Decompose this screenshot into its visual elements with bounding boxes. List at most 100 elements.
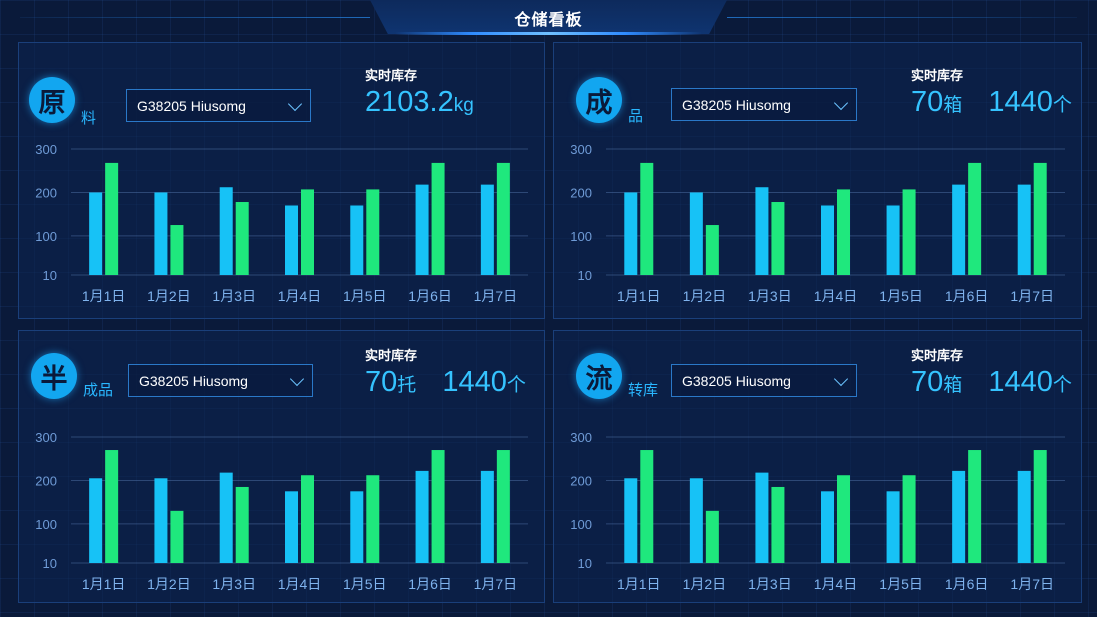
bar-series-b [235,486,249,563]
bar-series-b [968,162,982,275]
stock-label: 实时库存 [365,348,418,363]
product-select[interactable]: G38205 Hiusomg [128,364,313,397]
y-tick-label: 300 [570,142,592,157]
title-glow [395,32,702,35]
product-select[interactable]: G38205 Hiusomg [126,89,311,122]
bar-series-b [968,450,982,563]
x-tick-label: 1月1日 [617,288,661,304]
stock-label: 实时库存 [911,348,964,363]
bar-series-a [886,205,900,275]
bar-series-b [366,189,380,275]
bar-series-a [755,472,769,563]
stock-value-unit: 箱 [943,95,963,116]
bar-series-b [902,475,916,563]
bar-series-a [480,470,494,563]
product-select-value: G38205 Hiusomg [139,372,248,389]
bar-series-b [771,202,785,275]
bar-series-b [235,202,249,275]
x-tick-label: 1月4日 [814,576,858,592]
bar-series-b [705,510,719,563]
stock-value: 70箱 1440个 [911,86,1072,119]
stock-value-unit: kg [453,95,474,116]
x-tick-label: 1月3日 [212,576,256,592]
stock-value-unit: 箱 [943,375,963,396]
bar-chart-transfer: 10 100 200 300 1月1日 1月2日 1月3日 1月4日 1月5日 1月6日 1月7日 [554,423,1083,595]
badge-icon: 成 [576,77,622,123]
y-tick-label: 200 [570,473,592,488]
y-tick-label: 200 [35,185,57,200]
bar-series-a [689,192,703,275]
panel-semi-finished: 半 成品 G38205 Hiusomg 实时库存 70托 1440个 10 100… [18,330,545,603]
bar-series-b [640,450,654,563]
bar-series-b [771,486,785,563]
x-tick-label: 1月5日 [343,288,387,304]
badge-icon: 原 [29,77,75,123]
stock-value-number: 1440 [988,86,1053,118]
stock-value: 70托 1440个 [365,366,526,399]
x-tick-label: 1月3日 [212,288,256,304]
bar-series-b [431,450,445,563]
bar-series-a [154,192,168,275]
x-tick-label: 1月1日 [82,288,126,304]
badge-subtitle: 料 [81,110,97,127]
bar-series-a [350,205,364,275]
bar-series-a [952,470,966,563]
stock-value-number: 70 [911,86,944,118]
x-tick-label: 1月6日 [945,288,989,304]
bar-series-b [170,225,184,275]
bar-series-b [431,162,445,275]
page-title: 仓储看板 [514,12,583,29]
x-tick-label: 1月2日 [147,576,191,592]
badge-subtitle: 品 [628,108,644,125]
chevron-down-icon [289,371,305,387]
bar-chart-svg: 10 100 200 300 1月1日 1月2日 1月3日 1月4日 1月5日 1月6日 1月7日 [35,430,528,592]
x-tick-label: 1月7日 [474,576,518,592]
x-tick-label: 1月5日 [879,288,923,304]
chevron-down-icon [833,95,849,111]
bar-series-a [89,192,103,275]
panel-raw-material: 原 料 G38205 Hiusomg 实时库存 2103.2kg 10 100 20… [18,42,545,319]
bar-series-a [821,491,834,563]
bar-series-a [886,491,900,563]
chevron-down-icon [287,96,303,112]
badge-icon: 流 [576,353,622,399]
title-plate [370,0,727,34]
bar-series-a [219,187,233,275]
y-tick-label: 300 [35,430,57,445]
bar-series-b [640,162,654,275]
x-tick-label: 1月7日 [474,288,518,304]
x-tick-label: 1月5日 [879,576,923,592]
bar-series-a [821,205,834,275]
x-tick-label: 1月6日 [408,288,452,304]
product-select[interactable]: G38205 Hiusomg [671,364,857,397]
y-tick-label: 200 [35,473,57,488]
x-tick-label: 1月6日 [408,576,452,592]
bar-series-a [624,478,638,563]
stock-value: 2103.2kg [365,86,474,119]
x-tick-label: 1月3日 [748,288,792,304]
stock-label: 实时库存 [911,68,964,83]
bar-series-b [496,162,510,275]
stock-value-number: 70 [911,366,944,398]
chevron-down-icon [833,371,849,387]
bar-series-b [1033,162,1047,275]
x-tick-label: 1月4日 [278,288,322,304]
bar-series-b [1033,450,1047,563]
x-tick-label: 1月4日 [278,576,322,592]
stock-value-number: 2103.2 [365,86,454,118]
bar-series-a [285,205,298,275]
bar-series-a [415,184,429,275]
product-select[interactable]: G38205 Hiusomg [671,88,857,121]
product-select-value: G38205 Hiusomg [137,97,246,114]
x-tick-label: 1月4日 [814,288,858,304]
stock-value-unit: 个 [1052,375,1072,396]
bar-series-b [837,189,850,275]
x-tick-label: 1月2日 [147,288,191,304]
bar-series-a [1017,470,1031,563]
bar-series-a [154,478,168,563]
badge-icon: 半 [31,353,77,399]
stock-value-number: 1440 [442,366,507,398]
x-tick-label: 1月5日 [343,576,387,592]
product-select-value: G38205 Hiusomg [682,96,791,113]
x-tick-label: 1月2日 [683,576,727,592]
